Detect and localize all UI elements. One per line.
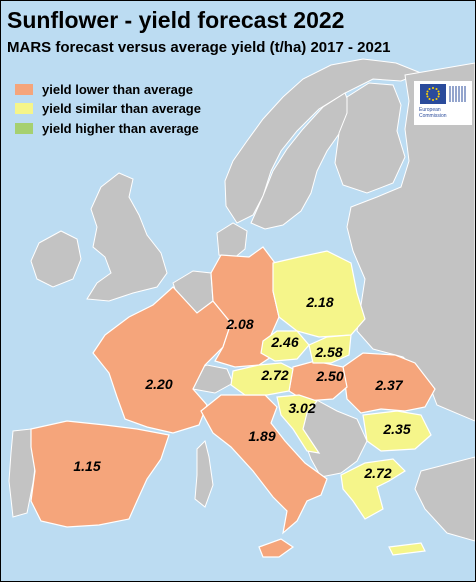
logo-text-line1: European — [419, 107, 441, 113]
denmark — [216, 222, 248, 260]
label-greece: 2.72 — [363, 465, 391, 481]
shape-czechia — [260, 330, 310, 362]
legend-swatch-lower — [15, 83, 33, 95]
label-italy: 1.89 — [248, 428, 275, 444]
shape-france — [92, 286, 232, 434]
label-croatia: 3.02 — [288, 400, 315, 416]
label-germany: 2.08 — [225, 316, 253, 332]
finland — [334, 82, 406, 194]
shape-slovenia-croatia — [276, 394, 321, 454]
label-hungary: 2.50 — [315, 368, 343, 384]
shape-romania — [342, 352, 436, 414]
label-slovakia: 2.58 — [314, 344, 342, 360]
label-spain: 1.15 — [73, 458, 100, 474]
norway — [224, 58, 423, 224]
label-czechia: 2.46 — [270, 334, 298, 350]
label-bulgaria: 2.35 — [382, 421, 410, 437]
legend-swatch-similar — [15, 102, 33, 114]
eastern-land — [346, 62, 475, 422]
yield-labels: 1.15 2.20 2.08 1.89 2.37 2.50 2.18 2.46 … — [73, 294, 410, 481]
legend-swatch-higher — [15, 122, 33, 134]
legend-label-higher: yield higher than average — [42, 120, 199, 136]
logo-text-line2: Commission — [419, 113, 447, 119]
corsica-sardinia — [194, 440, 214, 508]
shape-bulgaria — [362, 410, 432, 452]
shape-slovakia — [308, 334, 352, 364]
european-commission-logo: European Commission — [414, 81, 472, 125]
great-britain — [86, 172, 168, 302]
shape-crete — [388, 542, 426, 556]
eu-flag-icon — [420, 84, 446, 104]
legend-label-similar: yield similar than average — [42, 100, 201, 116]
country-shapes — [30, 246, 436, 558]
shape-sicily — [258, 538, 295, 558]
label-austria: 2.72 — [260, 367, 288, 383]
commission-building-icon — [449, 86, 466, 102]
legend-item-higher: yield higher than average — [15, 120, 199, 136]
label-poland: 2.18 — [305, 294, 333, 310]
label-france: 2.20 — [144, 376, 172, 392]
shape-spain — [30, 420, 170, 528]
map-title: Sunflower - yield forecast 2022 — [7, 7, 345, 33]
label-romania: 2.37 — [374, 377, 403, 393]
legend-item-similar: yield similar than average — [15, 100, 201, 116]
shape-greece — [340, 458, 406, 520]
turkey — [414, 456, 475, 542]
map-subtitle: MARS forecast versus average yield (t/ha… — [7, 39, 391, 56]
shape-poland — [272, 250, 366, 338]
logo-text: European Commission — [419, 107, 447, 119]
legend-item-lower: yield lower than average — [15, 81, 194, 97]
shape-austria — [230, 362, 294, 396]
ireland — [30, 230, 82, 288]
legend-label-lower: yield lower than average — [42, 81, 194, 97]
